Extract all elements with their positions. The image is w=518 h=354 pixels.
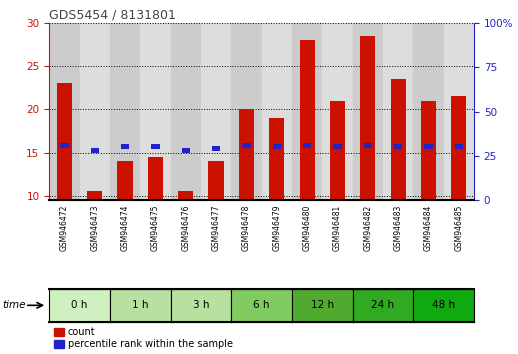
Legend: count, percentile rank within the sample: count, percentile rank within the sample [54,327,233,349]
Bar [201,23,231,200]
Bar [421,101,436,200]
Bar [208,161,224,200]
Text: GSM946475: GSM946475 [151,205,160,251]
Bar [170,23,201,200]
Bar [322,23,353,200]
Text: GSM946482: GSM946482 [363,205,372,251]
Bar [299,40,315,200]
Bar [394,144,402,149]
Bar [443,23,474,200]
Text: GSM946476: GSM946476 [181,205,190,251]
Text: 24 h: 24 h [371,300,395,310]
Text: GSM946478: GSM946478 [242,205,251,251]
Bar [333,144,341,149]
Text: 48 h: 48 h [432,300,455,310]
Bar [212,146,220,151]
Bar [178,192,193,200]
Bar [182,148,190,153]
Bar [242,143,251,148]
Bar [151,144,160,149]
Text: 1 h: 1 h [132,300,149,310]
Bar [110,23,140,200]
Text: GSM946481: GSM946481 [333,205,342,251]
Bar [239,109,254,200]
Text: GSM946477: GSM946477 [211,205,221,251]
Bar [60,143,68,148]
Bar [231,23,262,200]
Text: 6 h: 6 h [253,300,270,310]
Bar [330,101,345,200]
Bar [360,36,376,200]
Bar [424,144,433,149]
Bar [451,96,466,200]
Text: GSM946472: GSM946472 [60,205,69,251]
Bar [303,143,311,148]
Text: GSM946480: GSM946480 [303,205,312,251]
Bar [49,23,80,200]
Text: GSM946479: GSM946479 [272,205,281,251]
Bar [121,144,129,149]
Text: 3 h: 3 h [193,300,209,310]
Bar [148,157,163,200]
Bar [140,23,170,200]
Text: GSM946473: GSM946473 [90,205,99,251]
Text: GSM946483: GSM946483 [394,205,402,251]
Bar [353,23,383,200]
Bar [269,118,284,200]
Bar [455,144,463,149]
Bar [57,84,72,200]
Bar [413,23,443,200]
Text: 12 h: 12 h [311,300,334,310]
Text: 0 h: 0 h [71,300,88,310]
Text: GSM946474: GSM946474 [121,205,130,251]
Bar [391,79,406,200]
Bar [272,144,281,149]
Bar [80,23,110,200]
Bar [383,23,413,200]
Bar [118,161,133,200]
Text: GSM946484: GSM946484 [424,205,433,251]
Text: GSM946485: GSM946485 [454,205,463,251]
Bar [292,23,322,200]
Bar [87,192,102,200]
Bar [91,148,99,153]
Text: GDS5454 / 8131801: GDS5454 / 8131801 [49,9,176,22]
Bar [262,23,292,200]
Bar [364,143,372,148]
Text: time: time [3,300,26,310]
